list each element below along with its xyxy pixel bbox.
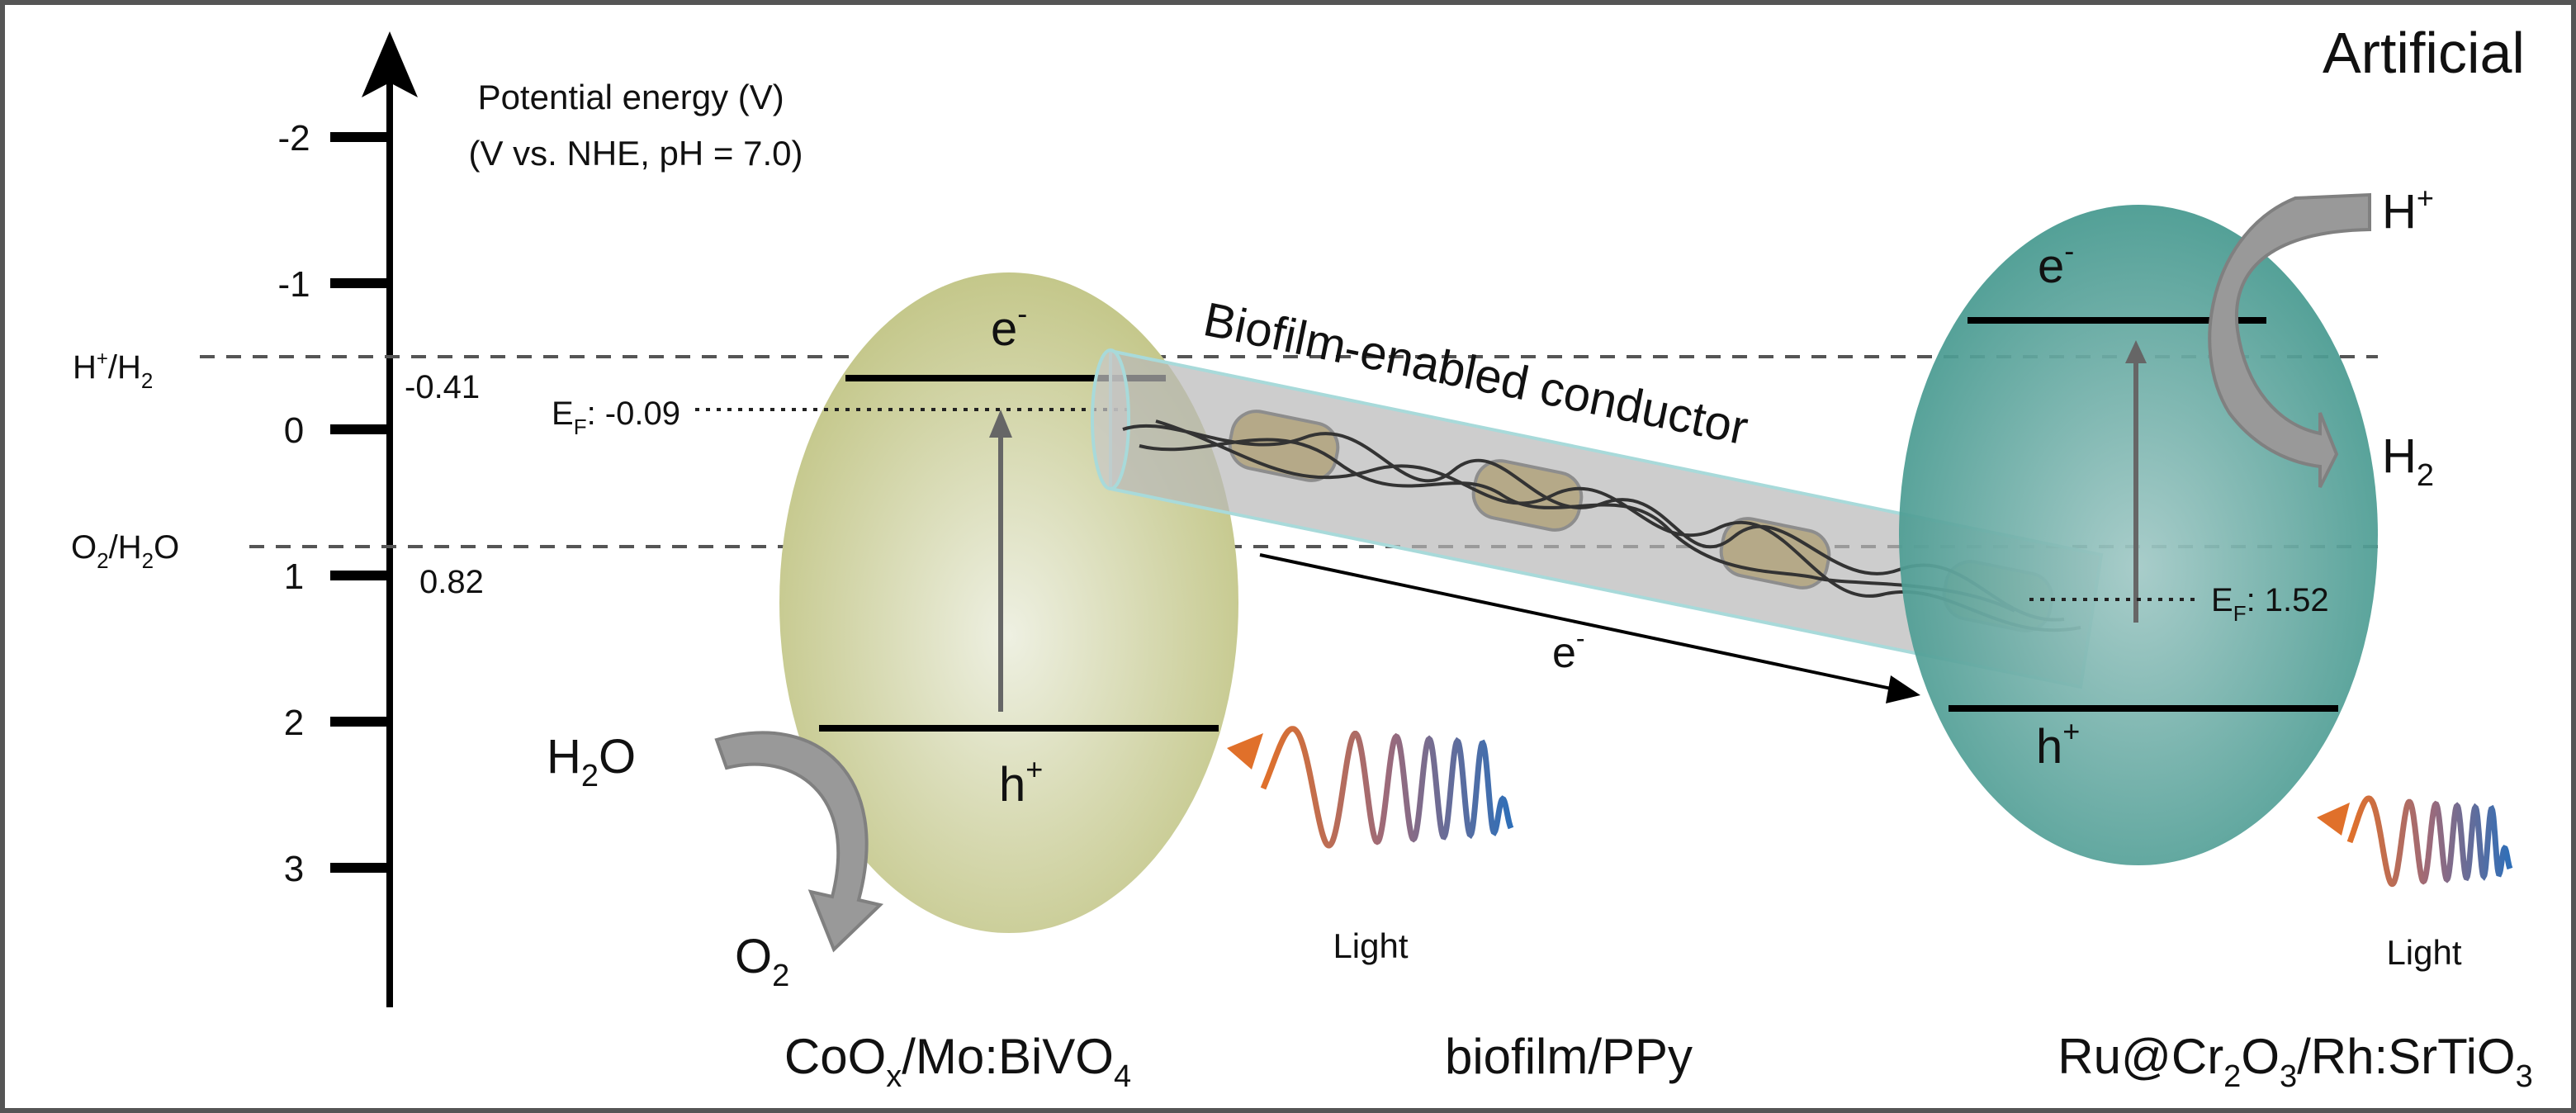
left-vb-hole: h+ [999,752,1043,812]
light-wave-icon [2346,795,2513,888]
polypyrrole-fibers [1122,419,2081,632]
right-light-label: Light [2386,933,2461,972]
panel-title: Artificial [2323,21,2525,85]
right-material-name: Ru@Cr2O3/Rh:SrTiO3 [2057,1029,2532,1094]
left-cb-electron: e- [991,296,1027,356]
water-label: H2O [547,730,636,793]
tube-end-cap [1091,348,1130,490]
light-wave-icon [1260,726,1514,849]
right-semiconductor: e- h+ EF: 1.52 H+ H2 Light [1899,181,2513,972]
oxygen-label: O2 [735,930,789,993]
proton-label: H+ [2382,181,2434,239]
right-cb-electron: e- [2038,234,2074,293]
potential-axis: Potential energy (V) (V vs. NHE, pH = 7.… [277,31,803,1007]
right-vb-hole: h+ [2036,714,2080,774]
h2-reference-label: H+/H2 [73,348,153,393]
electron-transfer-label: e- [1552,623,1585,677]
axis-tick-label: -1 [277,264,310,305]
proton-reduction-arrow-icon [2208,192,2371,488]
left-excitation-arrowhead-icon [989,410,1012,438]
right-excitation-arrowhead-icon [2125,340,2147,363]
hydrogen-label: H2 [2382,429,2434,493]
left-light-label: Light [1333,926,1408,965]
right-fermi-label: EF: 1.52 [2211,582,2329,626]
o2-reference-value: 0.82 [419,564,484,600]
axis-tick-label: 3 [284,849,304,889]
water-oxidation-arrow-icon [714,731,884,953]
light-arrowhead-icon [1227,733,1263,770]
left-fermi-label: EF: -0.09 [552,395,680,439]
axis-arrowhead-icon [362,31,418,97]
o2-reference-label: O2/H2O [71,529,179,573]
axis-tick-label: 0 [284,410,304,451]
electron-transfer-arrowhead-icon [1886,675,1920,703]
light-arrowhead-icon [2317,803,2350,836]
axis-label: Potential energy (V) (V vs. NHE, pH = 7.… [469,78,803,173]
conductor-material-name: biofilm/PPy [1445,1029,1693,1084]
axis-tick-label: 2 [284,703,304,743]
axis-tick-label: 1 [284,556,304,597]
axis-tick-label: -2 [277,118,310,159]
h2-reference-value: -0.41 [405,369,480,405]
left-material-name: CoOx/Mo:BiVO4 [784,1029,1131,1094]
electron-transfer-arrow [1259,553,1900,692]
